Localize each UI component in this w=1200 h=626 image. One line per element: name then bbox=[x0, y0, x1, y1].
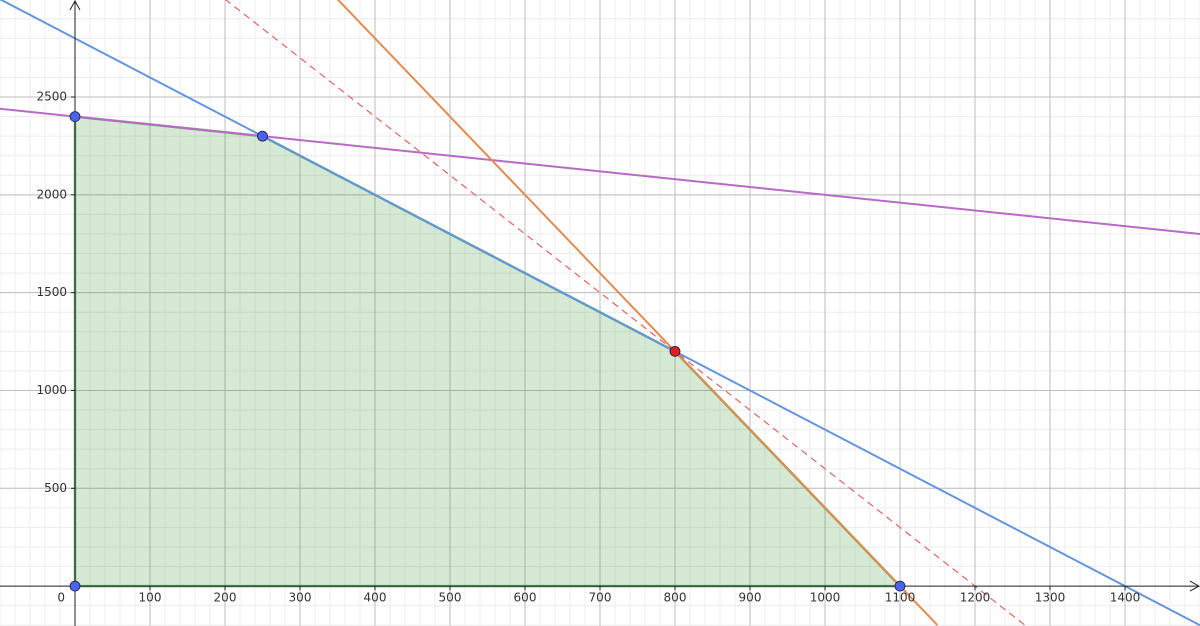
vertex-point bbox=[69, 111, 81, 122]
x-axis-arrow bbox=[1189, 580, 1200, 592]
constraint-line bbox=[336, 0, 939, 626]
x-tick-label: 1300 bbox=[1035, 591, 1066, 605]
x-tick-label: 600 bbox=[514, 591, 537, 605]
x-tick-label: 200 bbox=[214, 591, 237, 605]
x-tick-label: 1000 bbox=[810, 591, 841, 605]
x-tick-label: 400 bbox=[364, 591, 387, 605]
x-tick-label: 1400 bbox=[1110, 591, 1141, 605]
vertex-point bbox=[69, 580, 81, 592]
x-tick-label: 800 bbox=[664, 591, 687, 605]
x-tick-label: 700 bbox=[589, 591, 612, 605]
x-tick-label: 300 bbox=[289, 591, 312, 605]
y-tick-label: 1000 bbox=[36, 383, 67, 397]
vertex-point bbox=[894, 580, 906, 592]
y-tick-label: 500 bbox=[44, 481, 67, 495]
x-tick-label: 500 bbox=[439, 591, 462, 605]
objective-line bbox=[225, 0, 1026, 626]
x-tick-label: 0 bbox=[57, 591, 65, 605]
y-axis-arrow bbox=[69, 0, 81, 11]
x-tick-label: 100 bbox=[139, 591, 162, 605]
x-tick-label: 1200 bbox=[960, 591, 991, 605]
y-tick-label: 2000 bbox=[36, 187, 67, 201]
constraint-line bbox=[0, 107, 1200, 235]
vertex-point bbox=[669, 345, 681, 357]
vertex-point bbox=[257, 130, 268, 142]
x-tick-label: 1100 bbox=[885, 591, 916, 605]
y-tick-label: 2500 bbox=[36, 90, 67, 104]
x-tick-label: 900 bbox=[739, 591, 762, 605]
y-tick-label: 1500 bbox=[36, 285, 67, 299]
